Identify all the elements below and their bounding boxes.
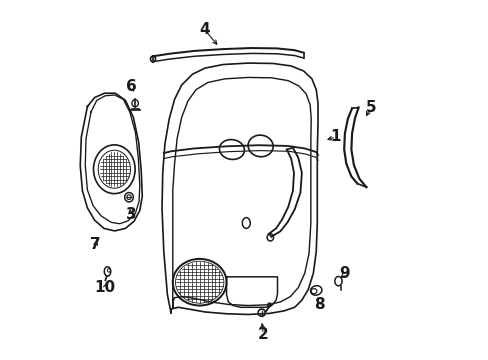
- Text: 6: 6: [126, 79, 137, 94]
- Text: 8: 8: [313, 297, 324, 312]
- Text: 2: 2: [257, 327, 268, 342]
- Text: 7: 7: [90, 237, 101, 252]
- Text: 3: 3: [125, 207, 136, 221]
- Text: 9: 9: [339, 266, 349, 282]
- Text: 4: 4: [199, 22, 209, 37]
- Text: 10: 10: [95, 280, 116, 295]
- Text: 1: 1: [330, 130, 341, 144]
- Text: 5: 5: [365, 100, 375, 115]
